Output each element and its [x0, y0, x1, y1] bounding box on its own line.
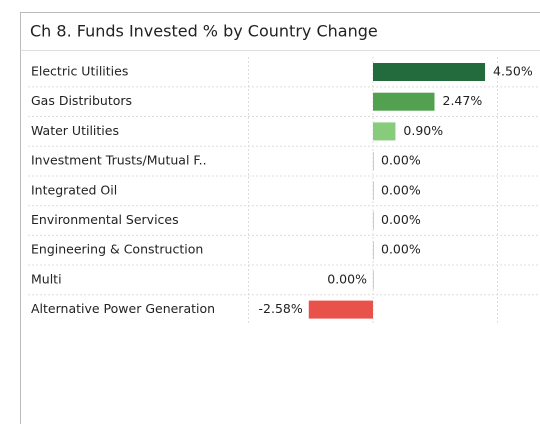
chart-title: Ch 8. Funds Invested % by Country Change: [30, 22, 378, 41]
value-label: 0.00%: [381, 153, 421, 168]
category-label: Integrated Oil: [31, 182, 117, 197]
value-label: 2.47%: [443, 93, 483, 108]
category-label: Water Utilities: [31, 123, 119, 138]
value-label: 0.90%: [403, 123, 443, 138]
value-label: -2.58%: [259, 301, 303, 316]
value-label: 0.00%: [381, 212, 421, 227]
category-label: Investment Trusts/Mutual F..: [31, 153, 207, 168]
value-label: 4.50%: [493, 64, 533, 79]
category-label: Environmental Services: [31, 212, 179, 227]
bar: [373, 63, 486, 81]
bar: [308, 300, 373, 319]
bar: [373, 122, 396, 141]
category-label: Electric Utilities: [31, 64, 128, 79]
category-label: Gas Distributors: [31, 93, 132, 108]
category-label: Engineering & Construction: [31, 242, 203, 257]
bar: [373, 181, 374, 200]
category-label: Alternative Power Generation: [31, 301, 215, 316]
bar: [373, 211, 374, 230]
category-label: Multi: [31, 271, 62, 286]
value-label: 0.00%: [381, 242, 421, 257]
bar: [372, 270, 374, 289]
value-label: 0.00%: [381, 182, 421, 197]
bar: [373, 241, 374, 260]
bar: [373, 92, 435, 111]
bar: [373, 152, 374, 171]
value-label: 0.00%: [327, 271, 367, 286]
panel: [20, 12, 540, 424]
